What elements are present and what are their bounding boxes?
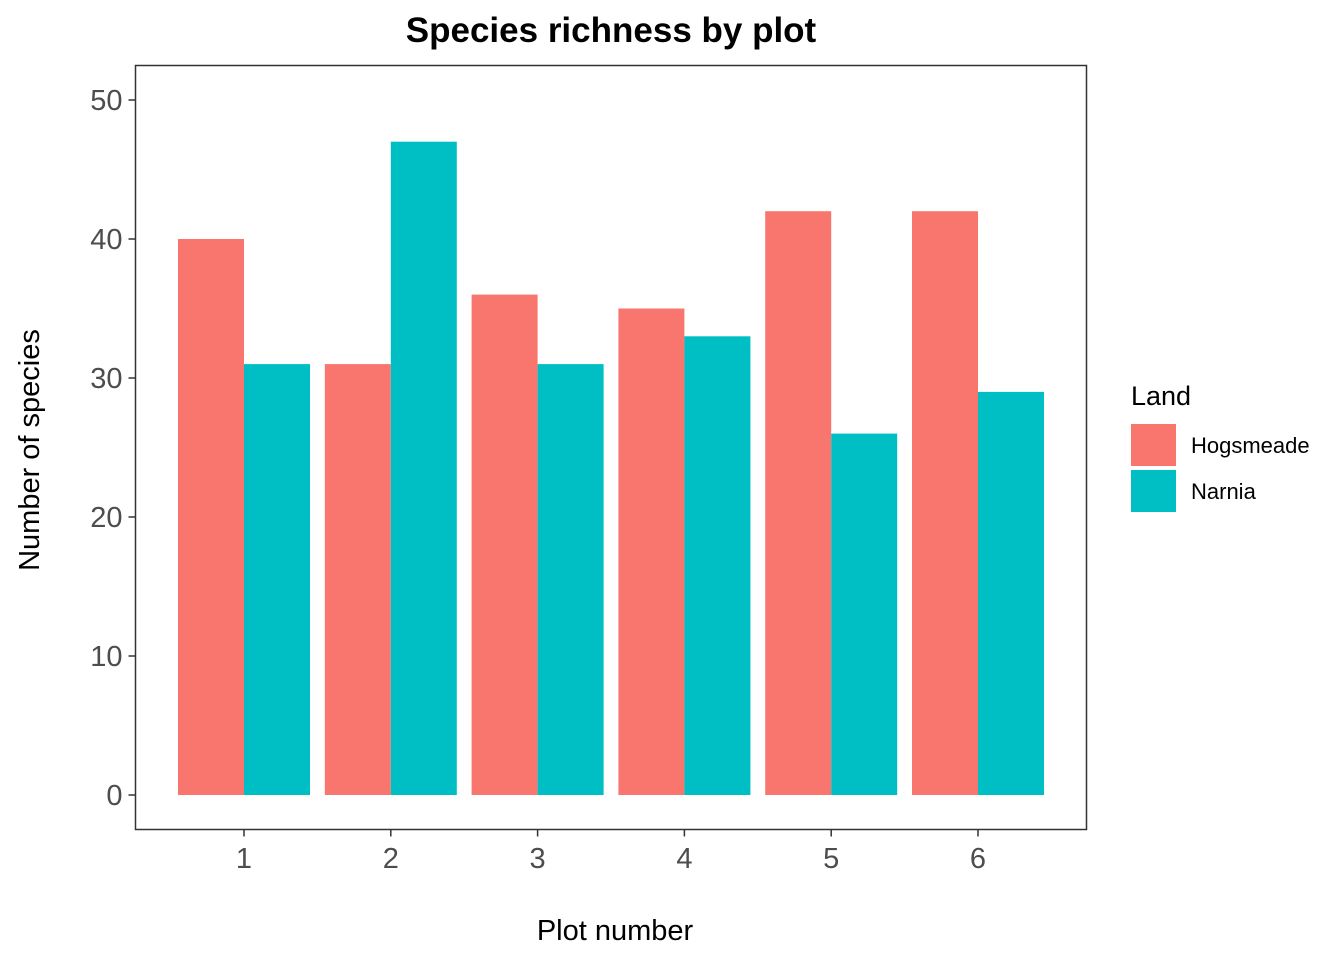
legend-items: Hogsmeade Narnia	[1131, 424, 1310, 512]
bar-hogsmeade-plot-2	[324, 364, 391, 795]
bar-hogsmeade-plot-6	[912, 211, 978, 795]
bar-narnia-plot-5	[831, 433, 898, 795]
legend-key-hogsmeade	[1131, 424, 1176, 466]
legend-title: Land	[1131, 381, 1191, 411]
legend-label-hogsmeade: Hogsmeade	[1191, 433, 1310, 458]
bar-hogsmeade-plot-4	[618, 308, 685, 795]
y-tick-label: 50	[90, 85, 122, 117]
bar-narnia-plot-4	[684, 336, 751, 795]
legend: Land Hogsmeade Narnia	[1131, 381, 1310, 512]
x-tick-label: 2	[383, 843, 399, 875]
bar-hogsmeade-plot-1	[178, 239, 244, 795]
bar-narnia-plot-1	[244, 364, 310, 795]
bar-narnia-plot-6	[978, 391, 1044, 795]
legend-key-narnia	[1131, 470, 1176, 512]
x-axis: 1 2 3 4 5 6	[236, 829, 986, 875]
x-axis-title: Plot number	[537, 915, 694, 947]
y-axis: 0 10 20 30 40 50	[90, 85, 136, 812]
x-tick-label: 6	[970, 843, 986, 875]
legend-label-narnia: Narnia	[1191, 479, 1257, 504]
y-tick-label: 20	[90, 502, 122, 534]
y-tick-label: 40	[90, 224, 122, 256]
plot-border	[134, 64, 1088, 831]
chart-title: Species richness by plot	[406, 11, 817, 50]
bar-hogsmeade-plot-3	[471, 294, 538, 795]
bar-narnia-plot-2	[390, 141, 457, 795]
y-tick-label: 30	[90, 363, 122, 395]
x-tick-label: 4	[676, 843, 692, 875]
y-tick-label: 0	[106, 780, 122, 812]
bar-narnia-plot-3	[537, 364, 604, 795]
y-axis-title: Number of species	[14, 329, 46, 571]
x-tick-label: 3	[530, 843, 546, 875]
bar-hogsmeade-plot-5	[765, 211, 832, 795]
x-tick-label: 1	[236, 843, 252, 875]
y-tick-label: 10	[90, 641, 122, 673]
bars	[178, 141, 1044, 795]
x-tick-label: 5	[823, 843, 839, 875]
